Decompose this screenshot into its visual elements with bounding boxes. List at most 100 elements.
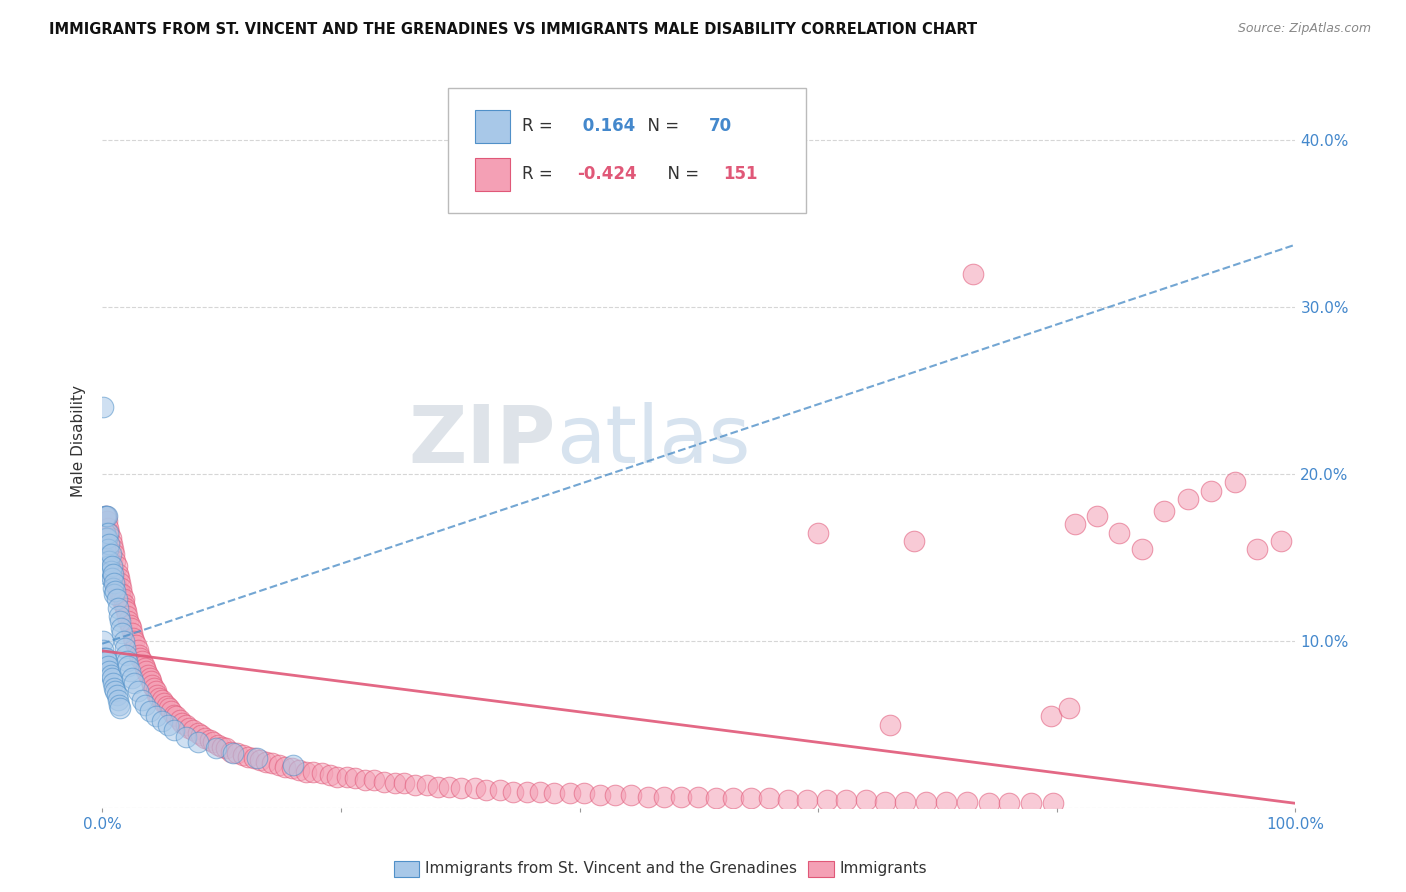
Point	[914, 795, 936, 809]
Point	[249, 753, 271, 767]
Point	[260, 756, 283, 771]
Point	[150, 692, 173, 706]
Point	[107, 692, 129, 706]
Point	[620, 788, 643, 802]
Point	[108, 571, 131, 585]
Point	[108, 698, 131, 712]
Point	[1108, 525, 1130, 540]
Point	[574, 786, 596, 800]
Point	[110, 621, 132, 635]
Point	[246, 751, 269, 765]
Point	[288, 763, 311, 777]
Point	[172, 716, 194, 731]
Text: ZIP: ZIP	[408, 401, 555, 480]
Text: 151: 151	[723, 165, 758, 183]
Point	[96, 514, 118, 528]
Point	[139, 674, 162, 689]
Point	[194, 731, 217, 746]
Point	[163, 723, 186, 737]
Point	[207, 738, 229, 752]
Point	[740, 791, 762, 805]
Point	[1223, 475, 1246, 490]
Point	[98, 550, 121, 565]
Point	[93, 634, 115, 648]
Point	[807, 525, 830, 540]
Point	[187, 734, 209, 748]
Point	[190, 728, 212, 742]
Point	[107, 600, 129, 615]
Point	[122, 631, 145, 645]
Point	[1019, 797, 1042, 811]
Point	[363, 772, 385, 787]
Point	[101, 581, 124, 595]
Point	[110, 592, 132, 607]
Text: atlas: atlas	[555, 401, 749, 480]
Point	[97, 520, 120, 534]
Point	[179, 721, 201, 735]
Point	[127, 684, 149, 698]
Point	[114, 600, 136, 615]
Text: Source: ZipAtlas.com: Source: ZipAtlas.com	[1237, 22, 1371, 36]
Point	[353, 772, 375, 787]
Point	[165, 709, 187, 723]
Point	[112, 634, 135, 648]
Point	[103, 547, 125, 561]
Point	[281, 758, 304, 772]
Point	[93, 525, 115, 540]
Point	[101, 564, 124, 578]
Point	[115, 648, 138, 662]
Point	[108, 575, 131, 590]
Point	[219, 745, 242, 759]
Point	[98, 537, 121, 551]
Point	[101, 567, 124, 582]
Point	[879, 718, 901, 732]
Point	[242, 751, 264, 765]
Text: 0.164: 0.164	[576, 117, 636, 135]
Point	[148, 691, 170, 706]
Point	[834, 793, 856, 807]
Point	[174, 718, 197, 732]
Point	[174, 730, 197, 744]
Point	[124, 638, 146, 652]
Point	[117, 659, 139, 673]
Point	[998, 797, 1021, 811]
Point	[118, 617, 141, 632]
Text: IMMIGRANTS FROM ST. VINCENT AND THE GRENADINES VS IMMIGRANTS MALE DISABILITY COR: IMMIGRANTS FROM ST. VINCENT AND THE GREN…	[49, 22, 977, 37]
Point	[100, 571, 122, 585]
Point	[127, 642, 149, 657]
Point	[135, 665, 157, 679]
Point	[141, 678, 163, 692]
Point	[93, 651, 115, 665]
Point	[274, 759, 297, 773]
Point	[100, 547, 122, 561]
Point	[118, 665, 141, 679]
Point	[1063, 517, 1085, 532]
Point	[146, 688, 169, 702]
Point	[302, 764, 325, 779]
Point	[97, 659, 120, 673]
Point	[384, 776, 406, 790]
Point	[139, 705, 162, 719]
Point	[344, 772, 367, 786]
Point	[96, 508, 118, 523]
Point	[97, 542, 120, 557]
Point	[1042, 797, 1064, 811]
Point	[153, 696, 176, 710]
Point	[254, 755, 277, 769]
Point	[475, 783, 498, 797]
Bar	[474, 110, 510, 143]
Point	[124, 676, 146, 690]
Point	[93, 651, 115, 665]
Point	[93, 401, 115, 415]
Point	[211, 739, 233, 754]
Point	[404, 778, 426, 792]
Text: R =: R =	[522, 117, 558, 135]
Point	[1057, 701, 1080, 715]
Point	[226, 746, 249, 760]
Point	[114, 640, 136, 655]
Point	[873, 795, 896, 809]
Point	[1199, 483, 1222, 498]
Point	[1085, 508, 1108, 523]
Point	[215, 741, 238, 756]
Point	[101, 542, 124, 557]
